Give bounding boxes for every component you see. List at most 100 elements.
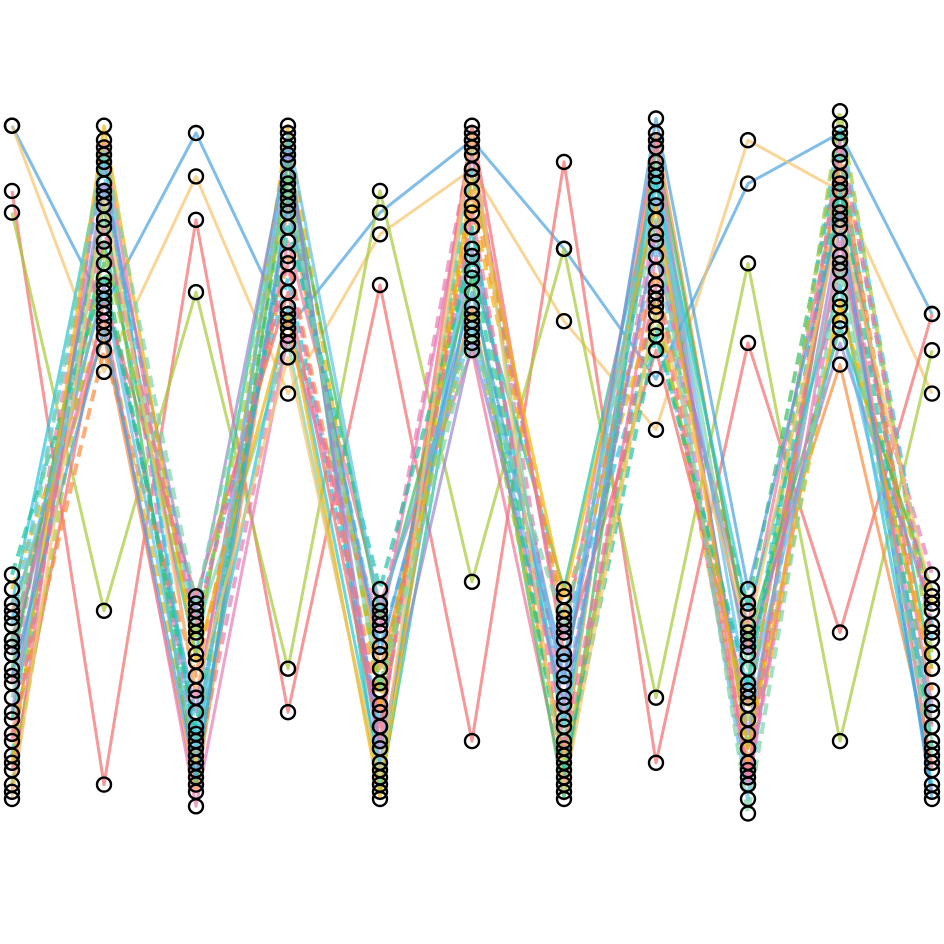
data-point-s26-p7 bbox=[555, 653, 573, 670]
data-point-s28-p11 bbox=[923, 747, 941, 764]
series-line-3 bbox=[10, 160, 934, 787]
data-point-s18-p9 bbox=[739, 602, 757, 619]
data-point-s28-p10 bbox=[831, 262, 849, 279]
data-point-s11-p1 bbox=[3, 783, 21, 800]
data-point-s24-p7 bbox=[555, 675, 573, 692]
data-point-s27-p5 bbox=[371, 769, 389, 786]
data-point-s24-p8 bbox=[647, 110, 665, 127]
data-point-s24-p1 bbox=[3, 667, 21, 685]
data-point-s20-p1 bbox=[3, 631, 21, 648]
series-line-4 bbox=[10, 189, 934, 743]
data-point-s28-p4 bbox=[279, 175, 297, 192]
data-point-s19-p2 bbox=[95, 240, 113, 258]
data-point-s24-p10 bbox=[831, 204, 849, 221]
data-point-s28-p6 bbox=[463, 327, 481, 344]
data-point-s23-p5 bbox=[371, 790, 389, 808]
series-markers bbox=[3, 102, 941, 822]
data-point-s25-p2 bbox=[95, 218, 113, 236]
data-point-s27-p11 bbox=[923, 588, 941, 605]
data-point-s26-p10 bbox=[831, 313, 849, 330]
data-point-s27-p9 bbox=[739, 624, 757, 641]
data-point-s16-p7 bbox=[555, 790, 573, 808]
data-point-s26-p9 bbox=[739, 689, 757, 706]
data-point-s2-p4 bbox=[279, 385, 297, 402]
data-point-s20-p9 bbox=[739, 776, 757, 793]
data-point-s3-p2 bbox=[95, 776, 113, 793]
data-point-s24-p6 bbox=[463, 284, 481, 301]
data-point-s22-p5 bbox=[371, 580, 389, 598]
data-point-s25-p6 bbox=[463, 204, 481, 221]
data-point-s7-p7 bbox=[555, 580, 573, 598]
series-line-18 bbox=[10, 153, 934, 785]
data-point-s10-p11 bbox=[923, 783, 941, 800]
data-point-s22-p8 bbox=[647, 327, 665, 344]
data-point-s4-p5 bbox=[371, 182, 389, 200]
data-point-s26-p11 bbox=[923, 704, 941, 721]
data-point-s24-p5 bbox=[371, 646, 389, 663]
data-point-s3-p1 bbox=[3, 182, 21, 200]
data-point-s4-p4 bbox=[279, 660, 297, 677]
data-point-s20-p5 bbox=[371, 624, 389, 641]
data-point-s8-p10 bbox=[831, 356, 849, 373]
data-point-s4-p6 bbox=[463, 573, 481, 590]
data-point-s4-p9 bbox=[739, 255, 757, 272]
data-point-s19-p5 bbox=[371, 675, 389, 692]
data-point-s24-p9 bbox=[739, 580, 757, 598]
data-point-s2-p2 bbox=[95, 363, 113, 381]
data-point-s27-p8 bbox=[647, 298, 665, 315]
data-point-s25-p9 bbox=[739, 769, 757, 786]
data-point-s17-p2 bbox=[95, 342, 113, 359]
data-point-s21-p5 bbox=[371, 740, 389, 757]
data-point-s28-p1 bbox=[3, 638, 21, 656]
data-point-s18-p5 bbox=[371, 761, 389, 779]
data-point-s15-p6 bbox=[463, 117, 481, 134]
data-point-s3-p6 bbox=[463, 732, 481, 750]
data-point-s2-p1 bbox=[3, 117, 21, 134]
data-point-s4-p7 bbox=[555, 240, 573, 258]
data-point-s21-p9 bbox=[739, 646, 757, 663]
data-point-s22-p3 bbox=[187, 718, 205, 735]
data-point-s14-p8 bbox=[647, 233, 665, 250]
data-point-s1-p5 bbox=[371, 204, 389, 221]
data-point-s2-p3 bbox=[187, 168, 205, 185]
data-point-s22-p10 bbox=[831, 175, 849, 192]
data-point-s23-p10 bbox=[831, 291, 849, 308]
data-point-s20-p3 bbox=[187, 798, 205, 815]
data-point-s23-p2 bbox=[95, 117, 113, 134]
data-point-s10-p4 bbox=[279, 146, 297, 163]
data-point-s12-p4 bbox=[279, 117, 297, 134]
data-point-s28-p7 bbox=[555, 617, 573, 634]
data-point-s2-p5 bbox=[371, 226, 389, 243]
data-point-s18-p7 bbox=[555, 718, 573, 735]
data-point-s11-p3 bbox=[187, 689, 205, 706]
data-point-s26-p8 bbox=[647, 160, 665, 178]
series-line-25 bbox=[10, 138, 934, 780]
data-point-s27-p6 bbox=[463, 124, 481, 142]
data-point-s12-p2 bbox=[95, 313, 113, 330]
data-point-s12-p7 bbox=[555, 609, 573, 627]
data-point-s26-p5 bbox=[371, 602, 389, 619]
data-point-s16-p2 bbox=[95, 197, 113, 214]
data-point-s19-p10 bbox=[831, 102, 849, 120]
data-point-s2-p8 bbox=[647, 421, 665, 438]
data-point-s20-p4 bbox=[279, 327, 297, 344]
data-point-s19-p4 bbox=[279, 182, 297, 200]
data-point-s28-p5 bbox=[371, 682, 389, 699]
data-point-s17-p10 bbox=[831, 153, 849, 171]
data-point-s20-p10 bbox=[831, 233, 849, 250]
data-point-s28-p3 bbox=[187, 595, 205, 612]
data-point-s2-p7 bbox=[555, 313, 573, 330]
data-point-s21-p7 bbox=[555, 696, 573, 714]
data-point-s23-p7 bbox=[555, 588, 573, 605]
data-point-s28-p2 bbox=[95, 139, 113, 156]
data-point-s20-p6 bbox=[463, 146, 481, 163]
data-point-s24-p2 bbox=[95, 320, 113, 337]
data-point-s21-p10 bbox=[831, 334, 849, 352]
data-point-s23-p4 bbox=[279, 305, 297, 323]
data-point-s19-p9 bbox=[739, 711, 757, 728]
data-point-s16-p11 bbox=[923, 580, 941, 598]
data-point-s23-p9 bbox=[739, 740, 757, 757]
data-point-s4-p3 bbox=[187, 284, 205, 301]
data-point-s28-p8 bbox=[647, 211, 665, 229]
